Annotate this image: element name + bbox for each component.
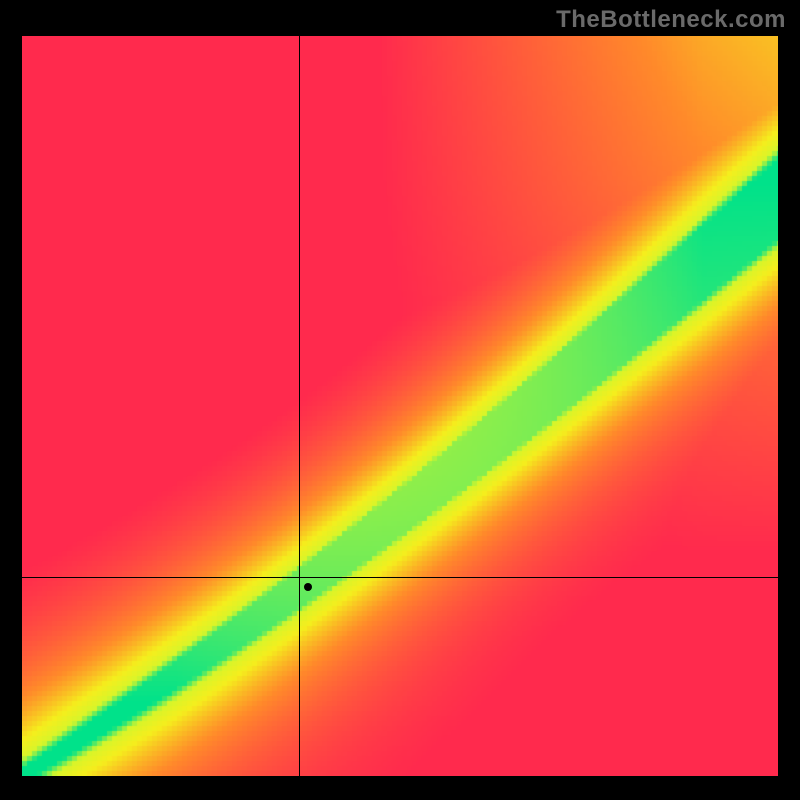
heatmap-canvas <box>22 36 778 776</box>
heatmap-plot <box>22 36 778 776</box>
crosshair-horizontal <box>22 577 778 578</box>
data-point-marker <box>304 583 312 591</box>
crosshair-vertical <box>299 36 300 776</box>
watermark-text: TheBottleneck.com <box>556 6 786 34</box>
